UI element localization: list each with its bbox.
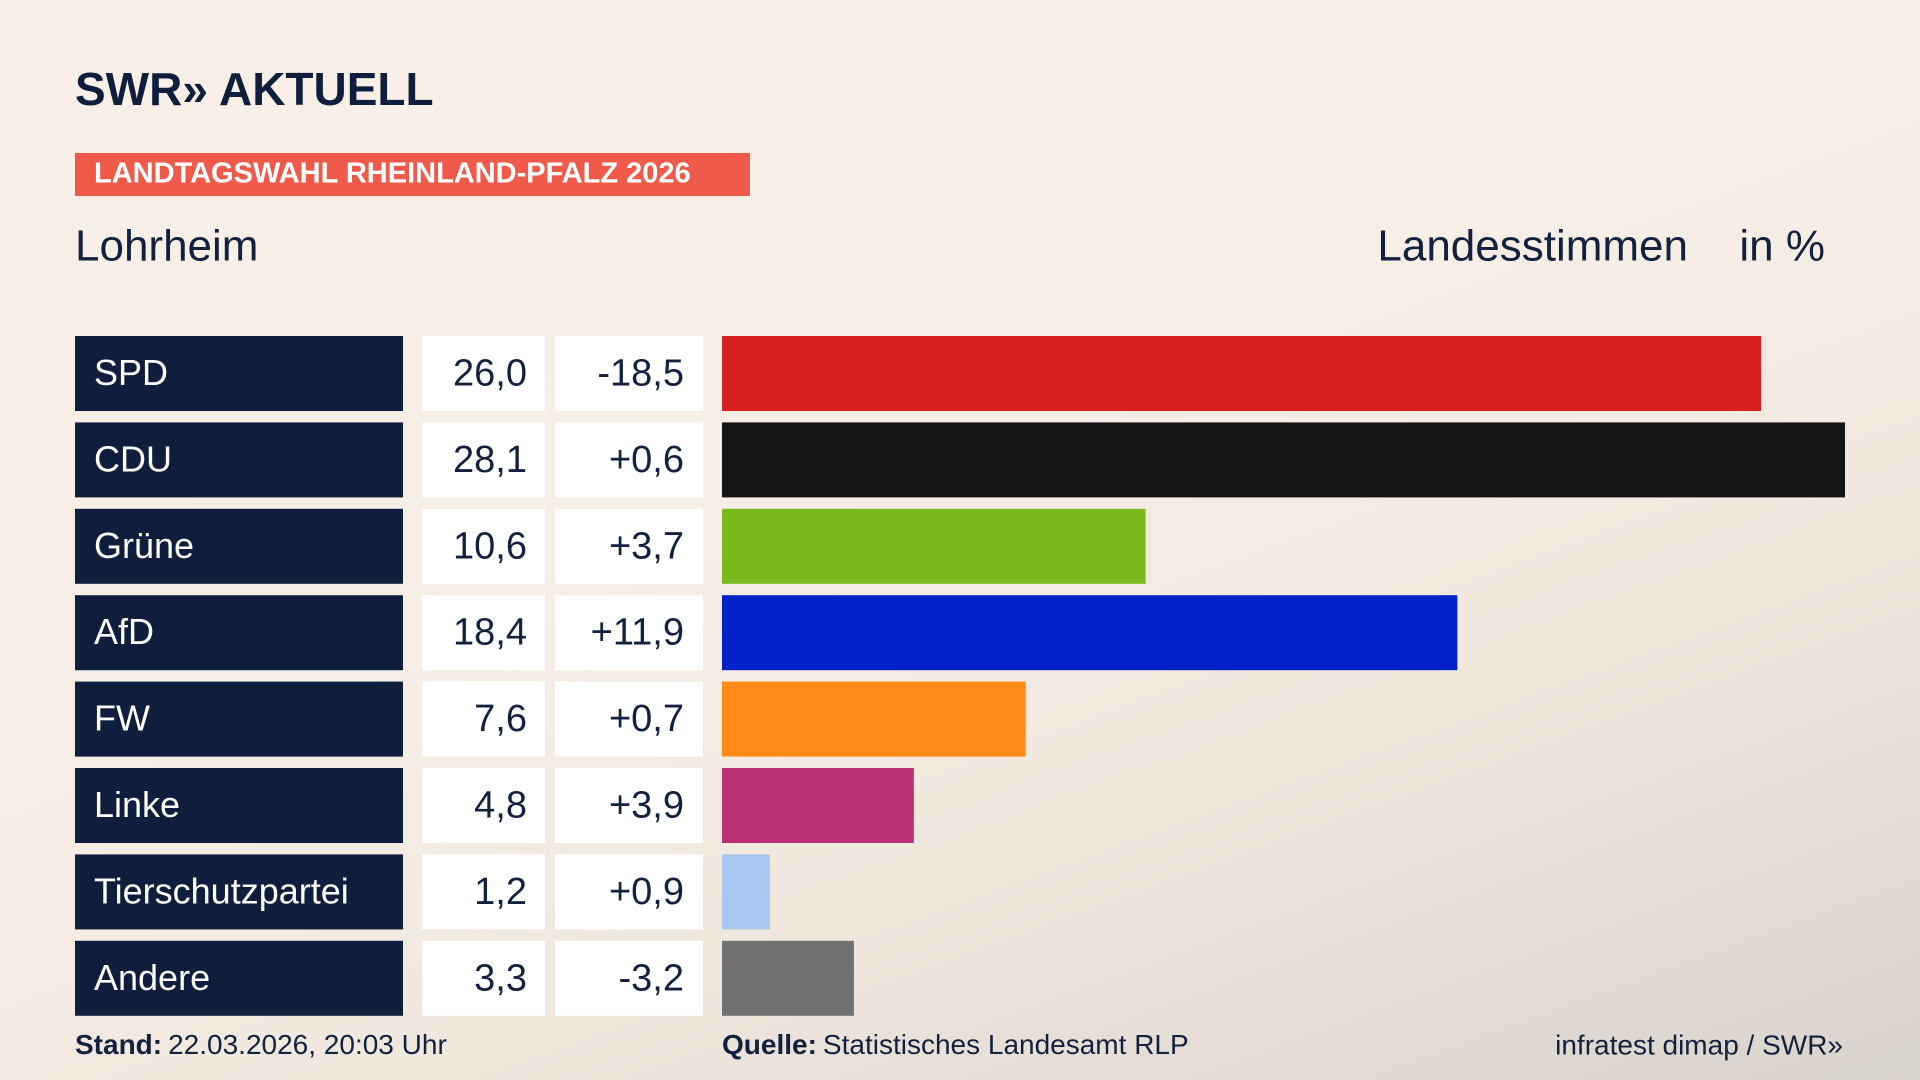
stand-label: Stand: (75, 1029, 162, 1060)
chart-title: LANDTAGSWAHL RHEINLAND-PFALZ 2026 (94, 158, 691, 190)
value-label: 1,2 (474, 871, 527, 913)
value-box (422, 940, 545, 1016)
bar (722, 681, 1026, 757)
change-box (555, 508, 703, 584)
value-label: 4,8 (474, 785, 527, 827)
value-box (422, 768, 545, 843)
name-box (75, 681, 403, 757)
value-box (422, 422, 545, 498)
value-label: 3,3 (474, 957, 527, 999)
unit-label: in % (1739, 222, 1825, 271)
value-label: 10,6 (453, 525, 527, 567)
banner (75, 153, 750, 196)
change-box (555, 422, 703, 498)
value-label: 28,1 (453, 439, 527, 481)
source-label: Quelle: (722, 1029, 817, 1060)
change-label: +0,6 (609, 439, 684, 481)
change-label: +0,9 (609, 871, 684, 913)
category-label: Tierschutzpartei (94, 870, 349, 911)
bar (722, 854, 770, 930)
change-box (555, 854, 703, 930)
change-box (555, 336, 703, 411)
change-label: +11,9 (591, 612, 684, 654)
name-box (75, 422, 403, 498)
category-label: AfD (94, 611, 154, 652)
bar (722, 508, 1146, 584)
name-box (75, 595, 403, 671)
value-box (422, 595, 545, 671)
category-label: CDU (94, 438, 172, 479)
value-box (422, 854, 545, 930)
value-box (422, 681, 545, 757)
category-label: Andere (94, 957, 210, 998)
bar (722, 422, 1845, 498)
category-label: Linke (94, 784, 180, 825)
x-label: Landesstimmen (1377, 222, 1688, 271)
change-box (555, 940, 703, 1016)
name-box (75, 854, 403, 930)
name-box (75, 940, 403, 1016)
value-label: 18,4 (453, 612, 527, 654)
source: Statistisches Landesamt RLP (823, 1029, 1189, 1060)
subtitle: Lohrheim (75, 222, 258, 271)
change-label: +0,7 (609, 698, 684, 740)
stand: 22.03.2026, 20:03 Uhr (168, 1029, 447, 1060)
bar (722, 940, 854, 1016)
bar (722, 768, 914, 843)
footer-source: Quelle: Statistisches Landesamt RLP (722, 1029, 1189, 1060)
value-box (422, 508, 545, 584)
category-label: Grüne (94, 525, 194, 566)
change-label: +3,7 (609, 525, 684, 567)
value-label: 26,0 (453, 353, 527, 395)
credit: infratest dimap / SWR» (1555, 1029, 1843, 1060)
brand: SWR» AKTUELL (75, 63, 434, 115)
change-box (555, 768, 703, 843)
value-label: 7,6 (474, 698, 527, 740)
bar (722, 595, 1458, 671)
change-label: -3,2 (619, 957, 684, 999)
name-box (75, 768, 403, 843)
change-box (555, 681, 703, 757)
value-box (422, 336, 545, 411)
footer-stand: Stand: 22.03.2026, 20:03 Uhr (75, 1029, 447, 1060)
change-box (555, 595, 703, 671)
bar (722, 336, 1762, 411)
name-box (75, 336, 403, 411)
name-box (75, 508, 403, 584)
change-label: -18,5 (597, 353, 684, 395)
change-label: +3,9 (609, 785, 684, 827)
category-label: SPD (94, 352, 168, 393)
category-label: FW (94, 698, 150, 739)
